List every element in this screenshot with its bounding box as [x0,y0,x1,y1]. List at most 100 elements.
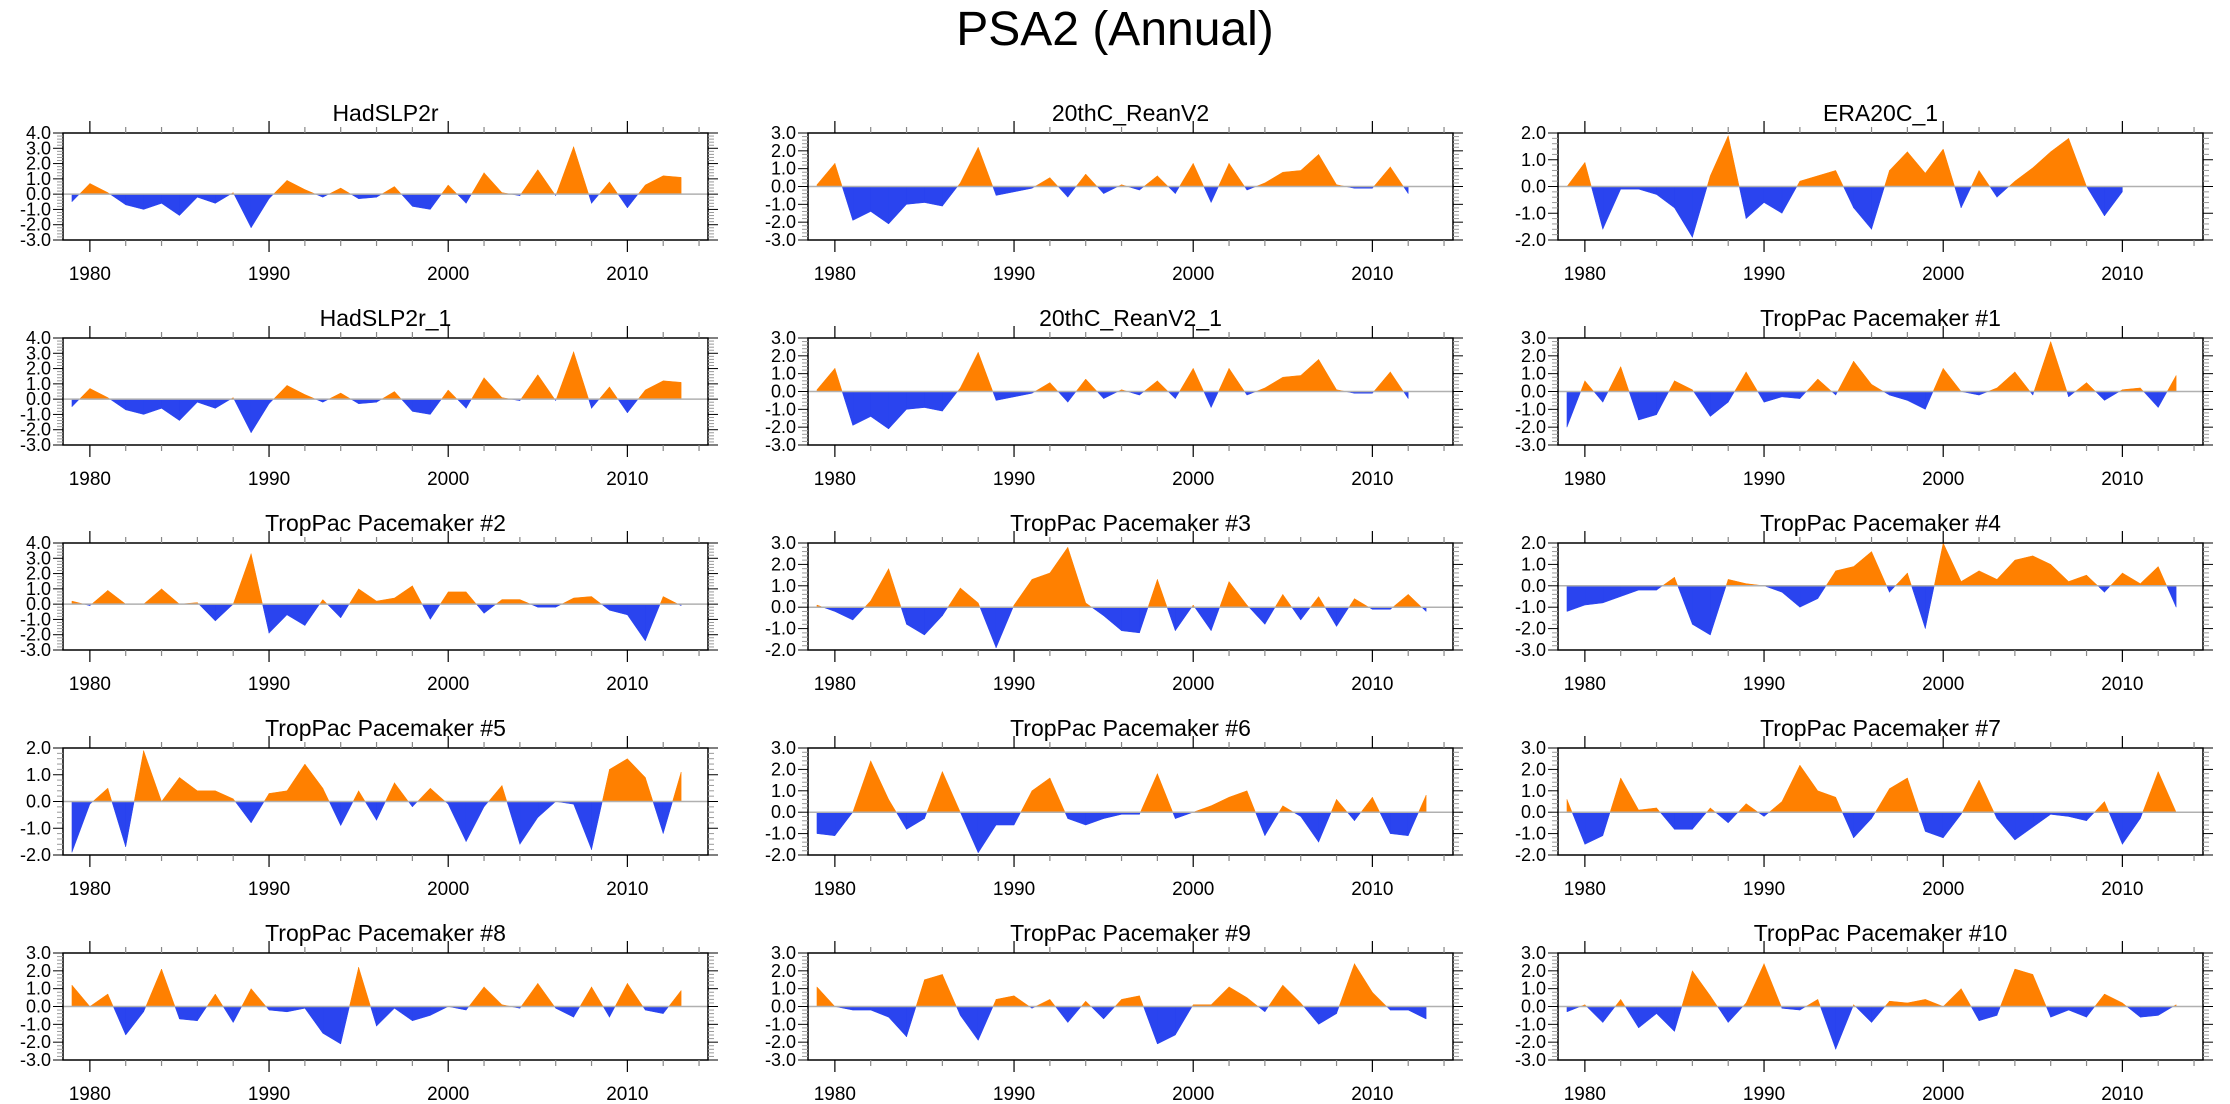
x-tick-label: 1990 [993,674,1035,695]
x-tick-label: 2010 [2101,674,2143,695]
figure-title: PSA2 (Annual) [956,3,1274,56]
y-tick-label: 0.0 [26,184,51,204]
y-tick-label: 2.0 [771,554,796,574]
x-tick-label: 1990 [248,469,290,490]
y-tick-label: -2.0 [765,845,796,865]
negative-area [83,603,682,642]
y-tick-label: 3.0 [771,123,796,143]
x-tick-label: 1990 [993,469,1035,490]
y-tick-label: -3.0 [20,1050,51,1070]
positive-area [816,352,1404,392]
positive-area [816,546,1423,608]
positive-area [1580,341,2177,392]
plot-frame [1557,542,2204,651]
x-tick-label: 1990 [1743,674,1785,695]
y-tick-label: 2.0 [26,961,51,981]
positive-area [92,750,682,802]
y-tick-label: -3.0 [20,640,51,660]
y-tick-label: -2.0 [765,640,796,660]
y-tick-label: 2.0 [1521,346,1546,366]
x-tick-label: 2010 [606,264,648,285]
negative-area [841,391,1409,430]
y-tick-label: 2.0 [771,141,796,161]
y-tick-label: 4.0 [26,533,51,553]
negative-area [1566,585,2177,636]
x-tick-label: 1980 [814,264,856,285]
x-tick-label: 1980 [1564,264,1606,285]
panel-title: HadSLP2r_1 [320,305,452,331]
y-tick-label: 2.0 [26,564,51,584]
y-tick-label: -1.0 [765,619,796,639]
panel-15: TropPac Pacemaker #10 1980 1990 2000 2010 3.0… [1515,920,2213,1104]
negative-area [816,811,1419,854]
y-tick-label: 1.0 [26,979,51,999]
y-tick-label: -1.0 [1515,824,1546,844]
y-tick-label: 2.0 [1521,533,1546,553]
plot-frame [62,337,709,446]
negative-area [71,801,673,853]
y-tick-label: 3.0 [771,533,796,553]
y-tick-label: -3.0 [765,230,796,250]
panel-5: 20thC_ReanV2_1 1980 1990 2000 2010 3.02.01.00… [765,305,1463,490]
plot-frame [62,132,709,241]
negative-area [1590,186,2123,239]
y-tick-label: 0.0 [26,389,51,409]
panel-title: 20thC_ReanV2 [1052,100,1209,126]
y-tick-label: 0.0 [1521,382,1546,402]
panel-3: ERA20C_1 1980 1990 2000 2010 2.0 1.0 0.0 -1.0 -2.… [1515,100,2213,285]
y-tick-label: 0.0 [771,997,796,1017]
y-tick-label: -3.0 [765,1050,796,1070]
x-tick-label: 1980 [69,1084,111,1104]
y-tick-label: 3.0 [771,943,796,963]
y-tick-label: -3.0 [20,435,51,455]
y-tick-label: 2.0 [1521,961,1546,981]
y-tick-label: -2.0 [765,417,796,437]
x-tick-label: 1990 [993,879,1035,900]
panel-9: TropPac Pacemaker #4 1980 1990 2000 2010 2.01… [1515,510,2213,695]
y-tick-label: -2.0 [765,1032,796,1052]
x-tick-label: 1980 [69,264,111,285]
y-tick-label: -1.0 [1515,203,1546,223]
plot-frame [807,542,1454,651]
y-tick-label: 0.0 [1521,177,1546,197]
y-tick-label: -2.0 [1515,619,1546,639]
x-tick-label: 2010 [606,879,648,900]
x-tick-label: 2000 [1922,674,1964,695]
x-tick-label: 2010 [606,469,648,490]
y-tick-label: 3.0 [26,943,51,963]
y-tick-label: 1.0 [1521,150,1546,170]
y-tick-label: 1.0 [771,364,796,384]
y-tick-label: -1.0 [1515,1014,1546,1034]
y-tick-label: 1.0 [1521,781,1546,801]
panel-13: TropPac Pacemaker #8 1980 1990 2000 2010 3.02… [20,920,718,1104]
x-tick-label: 2010 [606,674,648,695]
negative-area [71,398,639,434]
y-tick-label: 1.0 [26,579,51,599]
x-tick-label: 2000 [1172,674,1214,695]
y-tick-label: 0.0 [1521,576,1546,596]
y-tick-label: -1.0 [765,1014,796,1034]
x-tick-label: 2010 [606,1084,648,1104]
panel-title: TropPac Pacemaker #2 [265,510,506,536]
y-tick-label: 4.0 [26,123,51,143]
y-tick-label: -2.0 [20,845,51,865]
x-tick-label: 2000 [1922,1084,1964,1104]
x-tick-label: 1980 [69,469,111,490]
x-tick-label: 1990 [1743,879,1785,900]
y-tick-label: 0.0 [1521,997,1546,1017]
positive-area [1661,542,2168,587]
positive-area [78,351,682,400]
x-tick-label: 1990 [248,879,290,900]
y-tick-label: -1.0 [20,1014,51,1034]
negative-area [1571,811,2144,846]
positive-area [816,962,1388,1007]
x-tick-label: 1990 [248,264,290,285]
y-tick-label: -2.0 [20,215,51,235]
panel-title: TropPac Pacemaker #4 [1760,510,2001,536]
x-tick-label: 1990 [993,1084,1035,1104]
y-tick-label: 0.0 [1521,802,1546,822]
y-tick-label: -2.0 [765,212,796,232]
x-tick-label: 2000 [427,469,469,490]
y-tick-label: -1.0 [20,818,51,838]
